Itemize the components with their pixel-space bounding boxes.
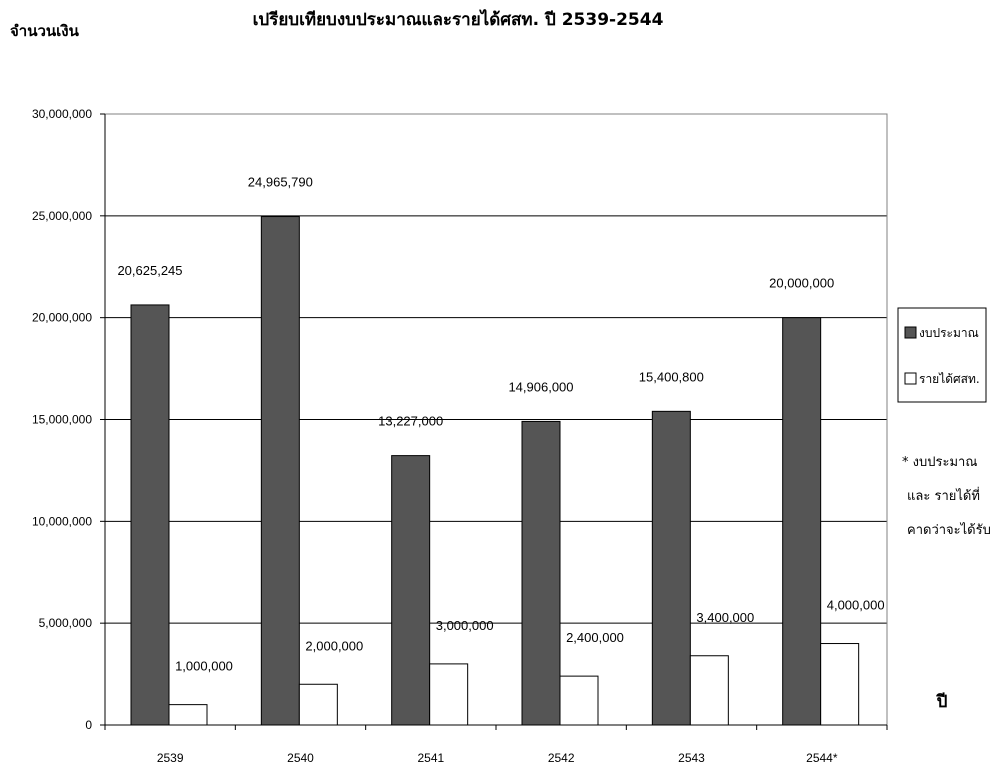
gridlines xyxy=(105,215,887,624)
bar-budget xyxy=(521,420,561,726)
bar-revenue xyxy=(168,704,208,726)
y-tick-label: 5,000,000 xyxy=(39,616,93,630)
x-axis-title: ปี xyxy=(936,691,948,712)
x-tick-label: 2540 xyxy=(287,751,314,765)
bar-revenue xyxy=(689,655,729,726)
x-tick-label: 2543 xyxy=(678,751,705,765)
bar-budget xyxy=(651,410,691,726)
bar-budget xyxy=(130,304,170,726)
legend: งบประมาณ รายได้ศสท. xyxy=(897,307,987,403)
data-label-revenue: 4,000,000 xyxy=(827,598,885,613)
legend-swatch-revenue xyxy=(904,372,917,385)
y-tick-label: 0 xyxy=(85,718,92,732)
legend-swatch-budget xyxy=(904,326,917,339)
data-label-budget: 14,906,000 xyxy=(508,379,573,394)
x-tick-label: 2544* xyxy=(806,751,838,765)
note-line-2: และ รายได้ที่ xyxy=(907,487,980,504)
bar-budget xyxy=(391,455,431,726)
legend-label-budget: งบประมาณ xyxy=(919,326,979,340)
bar-budget xyxy=(260,216,300,726)
y-axis: 0 5,000,000 10,000,000 15,000,000 20,000,000… xyxy=(32,107,106,732)
bar-revenue xyxy=(820,643,860,726)
data-label-budget: 24,965,790 xyxy=(248,175,313,190)
bars xyxy=(130,216,860,726)
data-label-revenue: 2,400,000 xyxy=(566,630,624,645)
y-tick-label: 25,000,000 xyxy=(32,209,92,223)
data-labels: 20,625,245 1,000,000 24,965,790 2,000,000 13… xyxy=(117,175,884,674)
note-line-1: * งบประมาณ xyxy=(902,455,977,470)
chart-title: เปรียบเทียบงบประมาณและรายได้ศสท. ปี 2539… xyxy=(253,9,664,30)
x-tick-label: 2542 xyxy=(548,751,575,765)
x-axis: 2539 2540 2541 2542 2543 2544* xyxy=(104,724,888,765)
data-label-budget: 20,625,245 xyxy=(117,263,182,278)
legend-box xyxy=(897,307,987,403)
bar-revenue xyxy=(559,675,599,726)
y-tick-label: 30,000,000 xyxy=(32,107,92,121)
y-tick-label: 20,000,000 xyxy=(32,311,92,325)
y-tick-label: 10,000,000 xyxy=(32,514,92,528)
y-axis-title: จำนวนเงิน xyxy=(10,22,80,40)
note: * งบประมาณ และ รายได้ที่ คาดว่าจะได้รับ xyxy=(902,455,991,538)
data-label-budget: 13,227,000 xyxy=(378,414,443,429)
data-label-revenue: 1,000,000 xyxy=(175,659,233,674)
data-label-revenue: 3,000,000 xyxy=(436,618,494,633)
data-label-budget: 20,000,000 xyxy=(769,276,834,291)
x-tick-label: 2539 xyxy=(157,751,184,765)
bar-budget xyxy=(782,317,822,726)
legend-label-revenue: รายได้ศสท. xyxy=(919,372,980,386)
note-line-3: คาดว่าจะได้รับ xyxy=(907,522,991,538)
x-tick-label: 2541 xyxy=(417,751,444,765)
data-label-revenue: 2,000,000 xyxy=(305,638,363,653)
data-label-budget: 15,400,800 xyxy=(639,369,704,384)
bar-revenue xyxy=(429,663,469,726)
data-label-revenue: 3,400,000 xyxy=(696,610,754,625)
bar-revenue xyxy=(298,683,338,726)
y-tick-label: 15,000,000 xyxy=(32,413,92,427)
